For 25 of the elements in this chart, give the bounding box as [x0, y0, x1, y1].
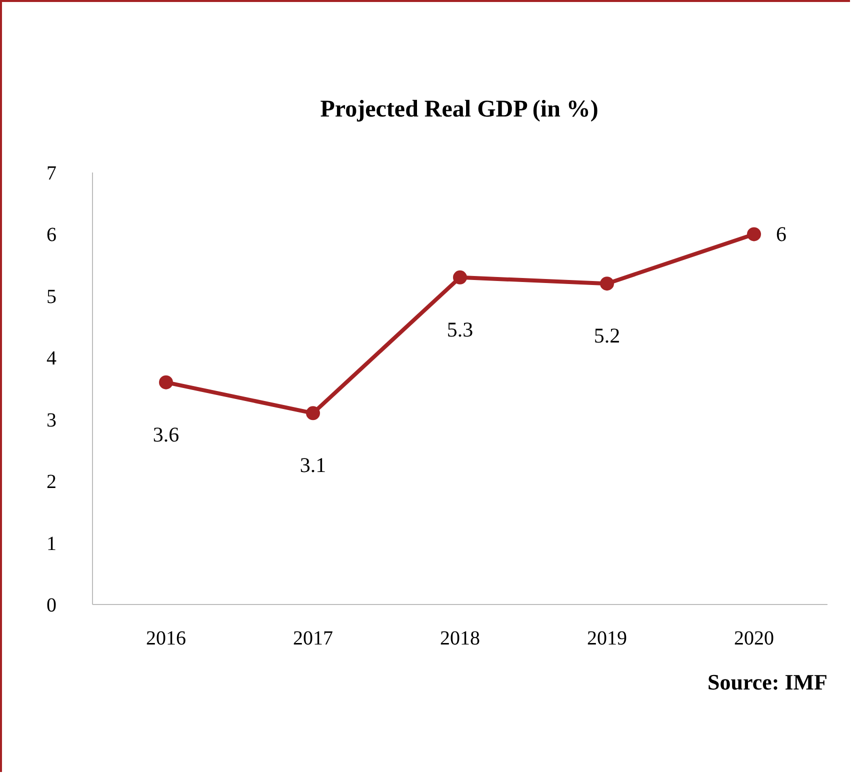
y-tick-label: 2	[46, 471, 56, 494]
y-tick-label: 4	[46, 348, 56, 370]
point	[453, 270, 467, 284]
point	[747, 227, 761, 242]
source-note: Source: IMF	[708, 670, 828, 694]
point	[159, 375, 173, 390]
x-tick-label: 2018	[440, 628, 480, 650]
data-label: 5.3	[446, 317, 474, 342]
x-tick-label: 2017	[293, 628, 333, 650]
data-label: 3.1	[300, 453, 326, 478]
point	[306, 406, 320, 420]
x-tick-label: 2020	[734, 628, 774, 650]
x-tick-label: 2016	[146, 628, 186, 650]
y-tick-label: 5	[46, 286, 56, 308]
chart-title: Projected Real GDP (in %)	[320, 96, 598, 122]
data-label: 3.6	[152, 422, 180, 446]
point	[600, 276, 614, 291]
y-tick-label: 7	[46, 162, 56, 184]
y-tick-label: 0	[46, 594, 56, 616]
data-label: 5.2	[594, 324, 620, 348]
y-tick-label: 6	[46, 224, 56, 246]
y-tick-label: 1	[46, 532, 56, 555]
data-label: 6	[776, 222, 786, 246]
x-tick-label: 2019	[587, 628, 627, 650]
y-tick-label: 3	[46, 409, 56, 432]
